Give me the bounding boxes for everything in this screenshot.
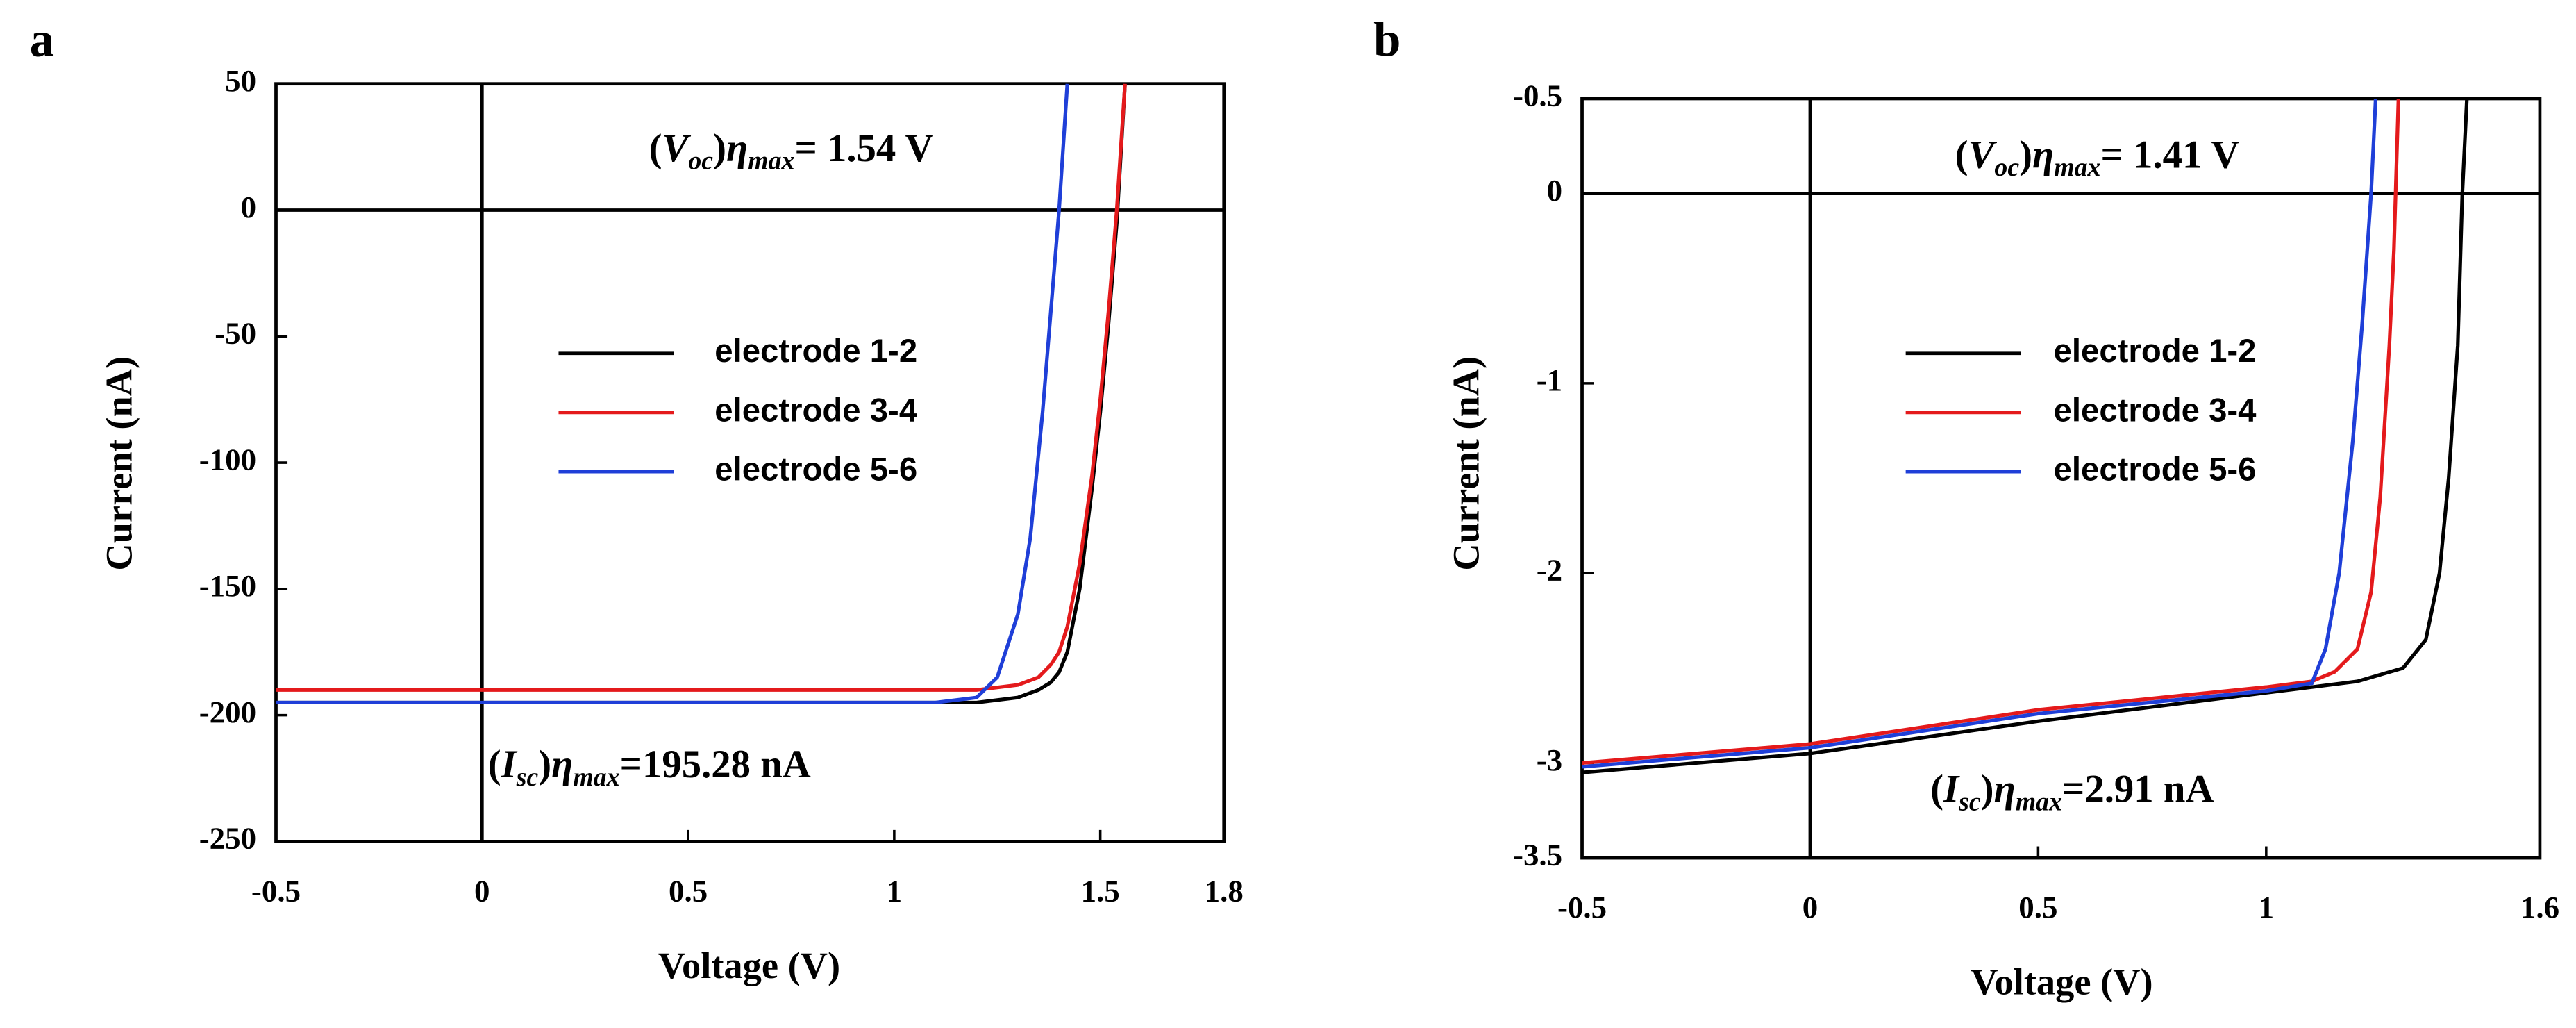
legend-label: electrode 3-4 (2054, 392, 2257, 429)
x-tick-label: -0.5 (1557, 890, 1607, 925)
annotation-part: η (726, 126, 748, 170)
annotation-part: max (2016, 787, 2062, 816)
annotation-part: ( (1930, 768, 1943, 811)
panel-label: a (30, 13, 54, 67)
y-tick-label: 50 (225, 63, 256, 98)
annotation: (Isc)ηmax=2.91 nA (1930, 768, 2214, 817)
annotation: (Voc)ηmax= 1.54 V (649, 126, 934, 176)
y-tick-label: -3 (1537, 743, 1562, 777)
x-tick-label: 1 (2259, 890, 2274, 925)
legend-label: electrode 5-6 (2054, 451, 2257, 488)
annotation-part: ) (2019, 133, 2032, 176)
x-tick-label: 1.5 (1081, 873, 1120, 908)
series-line (276, 83, 1127, 705)
annotation-part: η (551, 743, 573, 786)
annotation-part: ( (1955, 133, 1968, 176)
y-tick-label: -0.5 (1513, 78, 1562, 113)
annotation-part: ) (713, 126, 726, 170)
plot-frame (1580, 97, 2542, 860)
annotation: (Isc)ηmax=195.28 nA (488, 743, 811, 792)
annotation-part: oc (688, 147, 713, 176)
series-line (1582, 98, 2469, 774)
x-tick-label: 0 (474, 873, 490, 908)
x-tick-label: -0.5 (251, 873, 301, 908)
plot-area (1582, 98, 2469, 774)
legend-label: electrode 1-2 (714, 333, 917, 370)
annotation-part: =195.28 nA (620, 743, 811, 786)
y-tick-label: -3.5 (1513, 837, 1562, 872)
annotation-part: sc (516, 763, 539, 792)
annotation-part: max (748, 147, 794, 176)
annotation-part: = 1.41 V (2100, 133, 2239, 176)
legend-label: electrode 1-2 (2054, 333, 2257, 370)
annotation-part: I (501, 743, 518, 786)
annotation-part: ) (538, 743, 551, 786)
x-tick-label: 0.5 (2018, 890, 2057, 925)
annotation-part: ) (1981, 768, 1994, 811)
annotation: (Voc)ηmax= 1.41 V (1955, 133, 2240, 182)
annotation-part: η (1994, 768, 2016, 811)
series-line (1582, 98, 2400, 765)
y-tick-label: -50 (215, 316, 256, 351)
annotation-part: = 1.54 V (794, 126, 933, 170)
annotation-part: sc (1958, 787, 1981, 816)
y-tick-label: -250 (199, 821, 256, 856)
y-tick-label: -100 (199, 442, 256, 476)
y-tick-label: -200 (199, 695, 256, 729)
annotation-part: ( (488, 743, 501, 786)
y-axis-label: Current (nA) (1445, 356, 1487, 571)
plot-area (276, 83, 1127, 705)
annotation-part: V (1968, 133, 1998, 176)
y-tick-label: 0 (241, 190, 256, 224)
annotation-part: ( (649, 126, 662, 170)
series-line (1582, 98, 2378, 769)
x-tick-label: 1.6 (2520, 890, 2559, 925)
x-tick-label: 1 (887, 873, 902, 908)
series-line (276, 83, 1069, 705)
legend-label: electrode 3-4 (714, 392, 918, 429)
annotation-part: V (662, 126, 692, 170)
y-tick-label: -2 (1537, 552, 1562, 587)
x-tick-label: 1.8 (1205, 873, 1244, 908)
annotation-part: oc (1994, 153, 2019, 182)
x-tick-label: 0.5 (669, 873, 708, 908)
x-axis-label: Voltage (V) (1971, 961, 2152, 1002)
y-tick-label: -150 (199, 568, 256, 603)
series-line (276, 83, 1127, 692)
annotation-part: I (1943, 768, 1960, 811)
y-tick-label: -1 (1537, 363, 1562, 397)
y-tick-label: 0 (1547, 173, 1562, 208)
y-axis-label: Current (nA) (98, 356, 140, 571)
annotation-part: =2.91 nA (2062, 768, 2214, 811)
annotation-part: max (2054, 153, 2100, 182)
x-tick-label: 0 (1803, 890, 1818, 925)
annotation-part: η (2032, 133, 2054, 176)
legend-label: electrode 5-6 (714, 451, 917, 488)
annotation-part: max (573, 763, 619, 792)
x-axis-label: Voltage (V) (658, 945, 840, 986)
panel-label: b (1373, 13, 1400, 67)
